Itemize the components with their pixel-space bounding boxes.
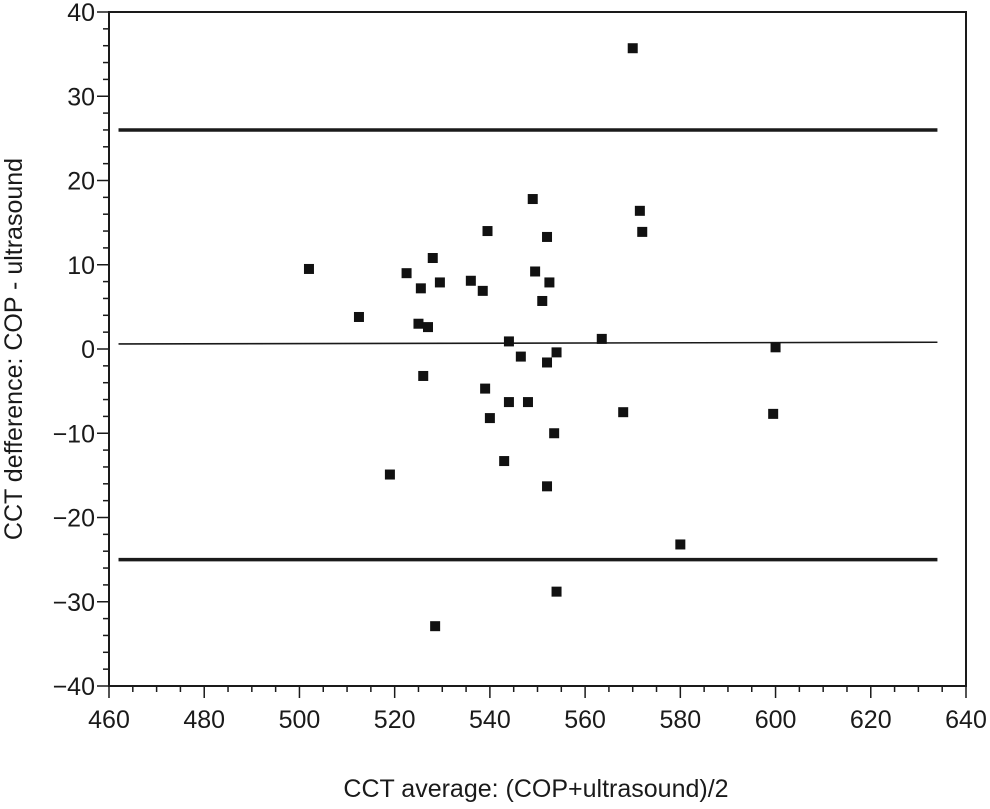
y-tick-label: −30 [53,589,95,617]
y-tick-label: 40 [67,0,95,27]
data-point [482,226,493,237]
y-tick-label: 10 [67,252,95,280]
x-tick-label: 500 [279,706,321,734]
data-point [542,357,553,368]
data-point [503,336,514,347]
data-point [768,408,779,419]
y-axis-title: CCT defference: COP - ultrasound [0,158,28,540]
plot-frame [108,11,967,687]
data-point [499,456,510,467]
data-point [418,370,429,381]
x-tick-label: 560 [564,706,606,734]
data-point [675,539,686,550]
data-points [303,43,781,632]
data-point [413,318,424,329]
data-point [596,333,607,344]
y-tick-label: −10 [53,420,95,448]
data-point [542,231,553,242]
data-point [537,295,548,306]
data-point [551,347,562,358]
data-point [434,277,445,288]
data-point [637,226,648,237]
data-point [549,428,560,439]
data-point [627,43,638,54]
x-tick-label: 540 [469,706,511,734]
y-tick-label: 30 [67,83,95,111]
data-point [618,407,629,418]
data-point [544,277,555,288]
x-tick-label: 480 [183,706,225,734]
data-point [422,322,433,333]
data-point [384,469,395,480]
data-point [465,275,476,286]
y-axis: −40 −30 −20 −10 0 10 20 30 40 [53,0,109,701]
data-point [353,311,364,322]
data-point [430,621,441,632]
data-point [401,268,412,279]
data-point [551,586,562,597]
mean-difference-line [118,341,938,345]
data-point [530,266,541,277]
data-point [503,397,514,408]
data-point [427,253,438,264]
reference-lines [118,128,938,562]
y-tick-label: 20 [67,168,95,196]
y-tick-label: −40 [53,673,95,701]
x-axis: 460 480 500 520 540 560 580 600 620 640 [88,686,987,734]
data-point [484,413,495,424]
x-tick-label: 580 [659,706,701,734]
y-tick-label: 0 [81,336,95,364]
data-point [522,397,533,408]
data-point [303,263,314,274]
x-tick-label: 640 [945,706,987,734]
data-point [634,205,645,216]
x-tick-label: 620 [850,706,892,734]
x-tick-label: 600 [755,706,797,734]
x-tick-label: 460 [88,706,130,734]
x-tick-label: 520 [374,706,416,734]
x-axis-title: CCT average: (COP+ultrasound)/2 [343,775,728,803]
data-point [515,351,526,362]
data-point [477,285,488,296]
data-point [415,283,426,294]
data-point [527,194,538,205]
data-point [770,342,781,353]
data-point [542,481,553,492]
y-tick-label: −20 [53,505,95,533]
data-point [480,383,491,394]
